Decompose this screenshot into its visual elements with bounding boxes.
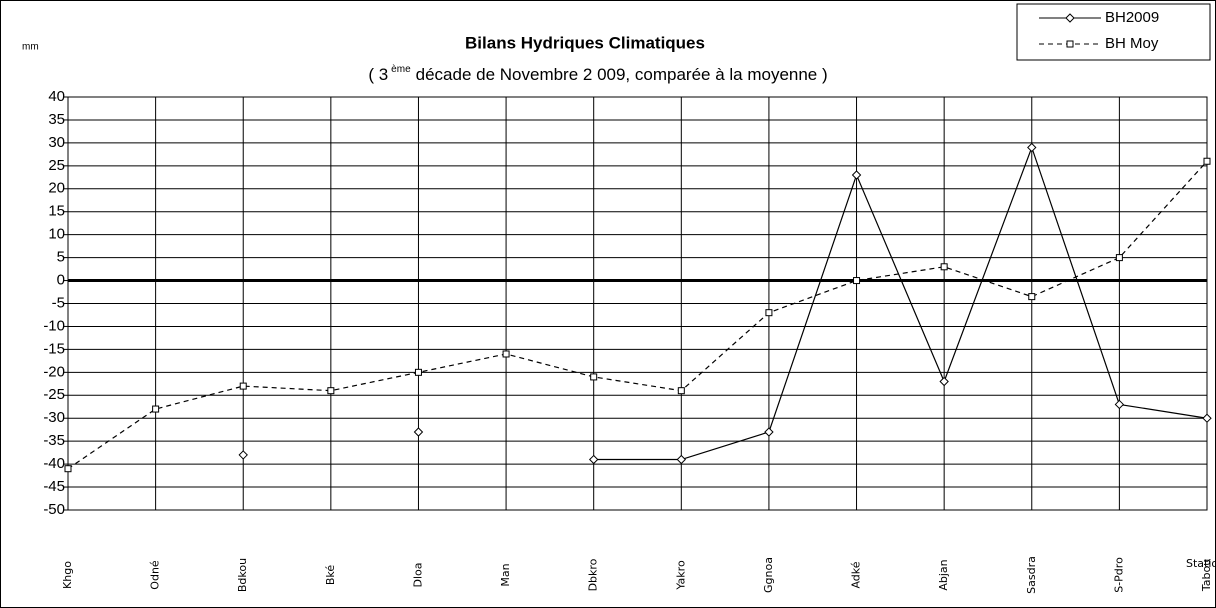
marker-diamond — [413, 427, 424, 437]
y-tick-label: 30 — [48, 134, 65, 151]
x-axis-label: Stations — [1186, 557, 1216, 570]
x-tick-label: Dbkro — [587, 558, 600, 591]
y-tick-label: -35 — [43, 432, 65, 449]
x-tick-label: S-Pdro — [1112, 557, 1125, 593]
marker-diamond — [238, 450, 248, 460]
marker-square — [414, 368, 422, 376]
marker-square — [502, 350, 510, 358]
x-tick-label: Bké — [324, 565, 337, 586]
x-tick-label: Dloa — [411, 563, 424, 588]
marker-square — [590, 373, 598, 381]
y-tick-label: 20 — [48, 180, 65, 197]
x-tick-label: Yakro — [674, 560, 687, 591]
marker-diamond — [676, 454, 687, 465]
y-tick-label: 10 — [48, 226, 65, 243]
marker-diamond — [851, 170, 862, 180]
legend-label: BH Moy — [1105, 35, 1159, 52]
marker-square — [327, 387, 335, 395]
y-tick-label: -10 — [43, 317, 65, 334]
y-tick-label: -40 — [43, 455, 65, 472]
marker-square — [1115, 254, 1123, 262]
x-tick-label: Odné — [149, 560, 162, 590]
y-tick-label: 15 — [48, 203, 65, 220]
subtitle-part: décade de Novembre 2 009, comparée à la … — [416, 65, 828, 84]
x-tick-label: Sasdra — [1025, 556, 1038, 594]
marker-square — [239, 382, 247, 390]
marker-square — [940, 263, 948, 271]
y-tick-label: 5 — [57, 249, 65, 266]
marker-square — [64, 465, 72, 473]
series-line — [593, 145, 1208, 461]
y-tick-label: -45 — [43, 478, 65, 495]
x-tick-label: Tabou — [1200, 559, 1213, 592]
subtitle-superscript: ème — [391, 64, 411, 75]
y-tick-label: -50 — [43, 501, 65, 518]
x-tick-label: Khgo — [61, 561, 74, 589]
marker-square — [1203, 157, 1211, 165]
y-tick-label: -25 — [43, 386, 65, 403]
x-tick-label: Bdkou — [236, 558, 249, 592]
x-tick-label: Man — [499, 563, 512, 586]
marker-diamond — [588, 454, 599, 465]
y-tick-label: -20 — [43, 363, 65, 380]
marker-diamond — [764, 427, 774, 437]
y-tick-label: -30 — [43, 409, 65, 426]
legend-box — [1016, 3, 1211, 61]
marker-diamond — [939, 376, 949, 387]
x-tick-label: Adké — [850, 561, 863, 588]
y-tick-label: -5 — [52, 294, 65, 311]
y-tick-label: -15 — [43, 340, 65, 357]
marker-square — [152, 405, 160, 413]
y-tick-label: 40 — [48, 88, 65, 105]
x-tick-label: Ggnoa — [762, 557, 775, 593]
y-tick-label: 35 — [48, 111, 65, 128]
marker-square — [1066, 40, 1074, 48]
marker-square — [677, 387, 685, 395]
marker-diamond — [1114, 399, 1125, 410]
legend-label: BH2009 — [1105, 9, 1159, 26]
chart-subtitle: ( 3 ème décade de Novembre 2 009, comparée… — [368, 64, 827, 85]
marker-diamond — [1202, 413, 1212, 423]
marker-diamond — [1065, 13, 1075, 23]
y-tick-label: 0 — [57, 272, 65, 289]
y-tick-label: 25 — [48, 157, 65, 174]
subtitle-part: ( 3 — [368, 65, 388, 84]
y-axis-label: mm — [22, 42, 39, 53]
chart-title: Bilans Hydriques Climatiques — [465, 33, 705, 52]
series-line — [67, 160, 1208, 470]
marker-square — [1028, 293, 1036, 301]
marker-square — [765, 309, 773, 317]
x-tick-label: Abjan — [937, 559, 950, 590]
marker-diamond — [1027, 142, 1037, 153]
marker-square — [853, 277, 861, 285]
